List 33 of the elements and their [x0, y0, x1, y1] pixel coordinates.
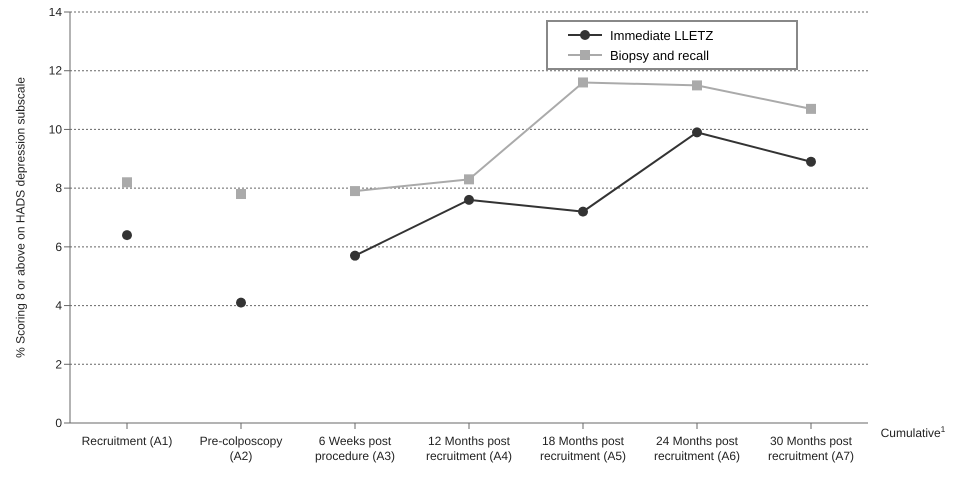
point — [464, 194, 474, 205]
y-axis-title: % Scoring 8 or above on HADS depression subscale — [13, 76, 28, 358]
x-tick-label: 24 Months post recruitment (A6) — [654, 434, 740, 463]
x-tick-label: 12 Months post recruitment (A4) — [426, 434, 512, 463]
x-tick-label: Recruitment (A1) — [82, 434, 172, 448]
y-tick-label: 12 — [48, 64, 62, 78]
point — [122, 177, 132, 188]
point — [806, 156, 816, 167]
x-axis-title: Cumulative$^{1}$ — [880, 424, 946, 440]
point — [692, 80, 702, 90]
x-tick-label: Pre-colposcopy (A2) — [200, 434, 282, 463]
point — [464, 174, 474, 184]
point — [578, 77, 588, 88]
y-tick-label: 4 — [55, 298, 62, 313]
point — [236, 189, 246, 200]
y-tick-label: 6 — [55, 240, 62, 254]
legend-label: Immediate LLETZ — [610, 28, 714, 42]
y-tick-label: 0 — [55, 416, 62, 430]
point — [806, 104, 816, 114]
y-tick-label: 2 — [55, 357, 62, 372]
y-tick-label: 10 — [48, 122, 62, 136]
point — [122, 230, 132, 240]
y-tick-label: 8 — [55, 181, 62, 196]
x-tick-label: 18 Months post recruitment (A5) — [540, 434, 626, 463]
point — [236, 298, 246, 308]
legend-label: Biopsy and recall — [610, 48, 709, 62]
point — [692, 127, 702, 138]
x-tick-label: 30 Months post recruitment (A7) — [768, 434, 854, 463]
point — [578, 206, 588, 217]
y-tick-label: 14 — [48, 5, 62, 19]
x-tick-label: 6 Weeks post procedure (A3) — [314, 434, 396, 463]
point — [350, 186, 360, 196]
point — [350, 250, 360, 261]
